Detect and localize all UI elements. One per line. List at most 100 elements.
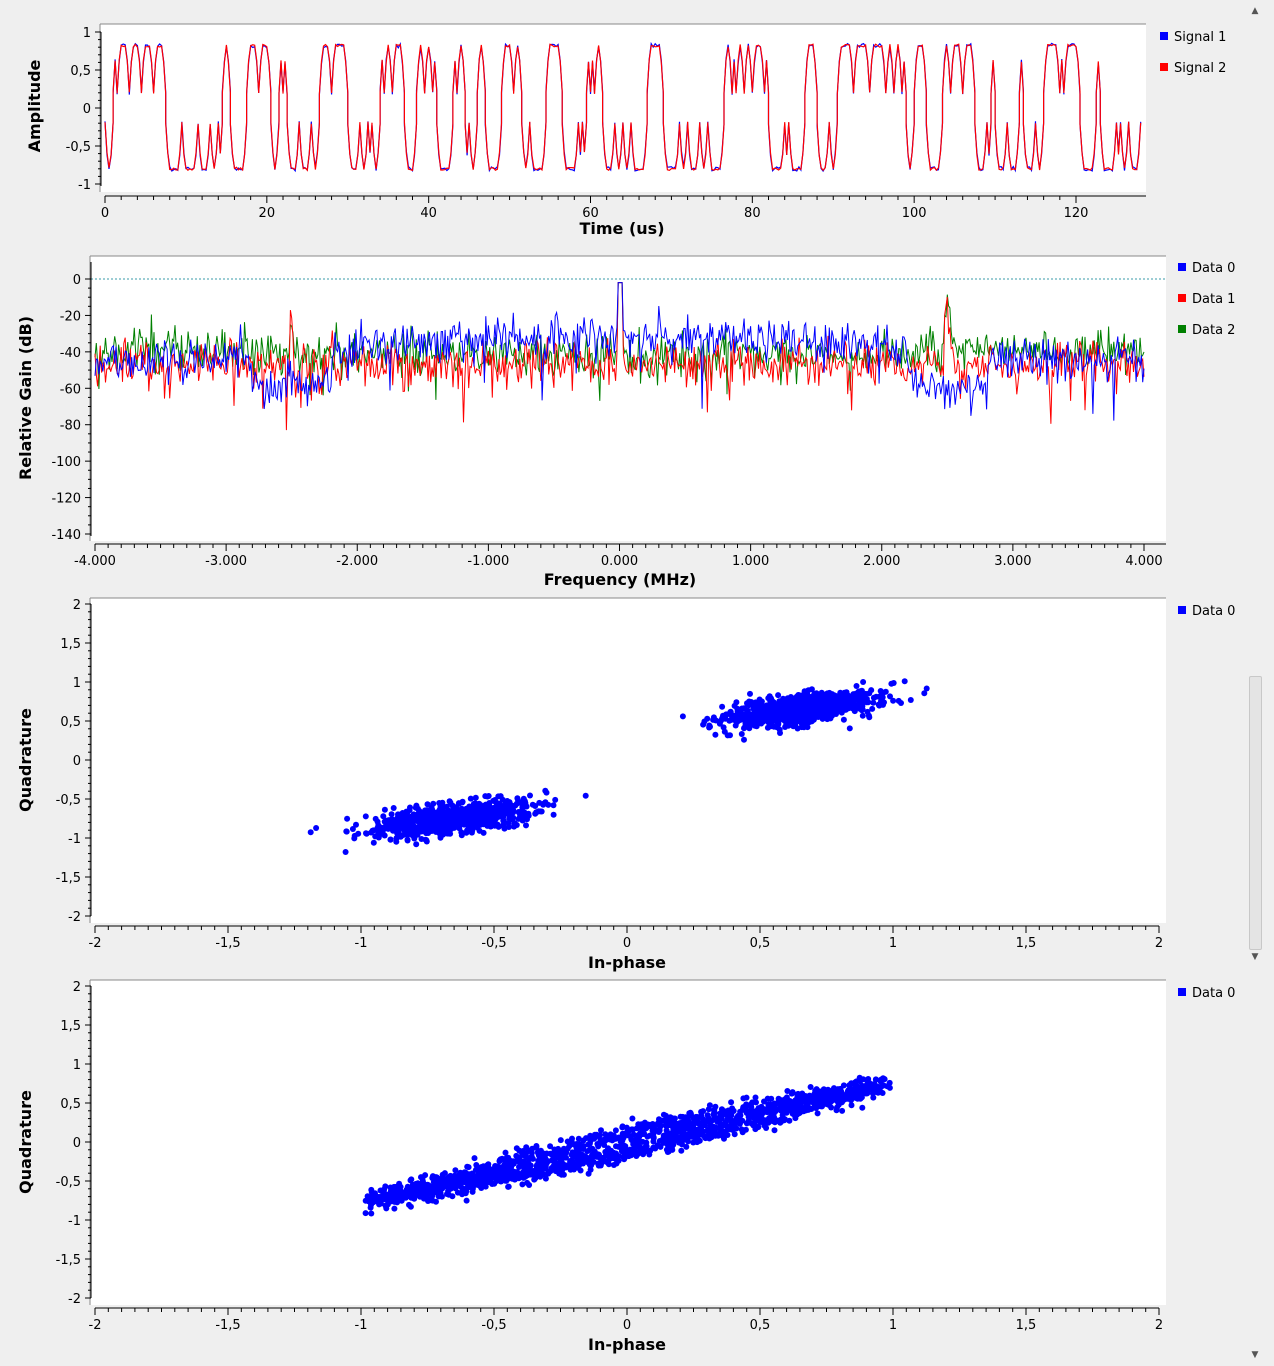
legend[interactable]: Data 0: [1178, 604, 1235, 619]
constellation-point: [473, 1181, 480, 1188]
legend[interactable]: Signal 1 Signal 2: [1160, 30, 1226, 76]
constellation2-svg[interactable]: -2 -1,5 -1 -0,5 0 0,5 1 1,5 2 2 1,5 1 0,5 0 -0,5 -1 -1,5…: [12, 972, 1248, 1366]
legend[interactable]: Data 0: [1178, 986, 1235, 1001]
constellation-point: [859, 1104, 866, 1111]
constellation-point: [463, 1197, 470, 1204]
constellation-point: [370, 839, 377, 846]
constellation-point: [535, 1150, 541, 1156]
constellation-point: [363, 830, 370, 837]
legend-label[interactable]: Data 0: [1192, 261, 1235, 276]
y-tick-label: 0: [73, 273, 81, 288]
time-plot-svg[interactable]: 0 20 40 60 80 100 120 1 0,5 0 -0,5 -1 Time (us) Amp…: [12, 0, 1248, 240]
constellation-plot-1[interactable]: -2 -1,5 -1 -0,5 0 0,5 1 1,5 2 2 1,5 1 0,5 0 -0,5 -1 -1,5…: [12, 590, 1248, 972]
constellation-point: [853, 690, 859, 697]
constellation-point: [837, 1090, 844, 1097]
constellation-point: [810, 700, 817, 707]
constellation-point: [747, 1101, 754, 1108]
constellation-point: [498, 1164, 505, 1171]
constellation-point: [734, 705, 741, 712]
constellation-point: [573, 1141, 580, 1147]
constellation-point: [851, 704, 858, 711]
scroll-thumb[interactable]: [1249, 676, 1262, 950]
x-tick-label: 80: [744, 206, 761, 221]
constellation-point: [853, 1078, 860, 1085]
constellation-point: [615, 1153, 622, 1160]
y-axis-label: Quadrature: [16, 1090, 35, 1194]
constellation-point: [879, 1082, 886, 1089]
y-tick-label: -0,5: [56, 1175, 81, 1190]
constellation-point: [499, 1155, 506, 1162]
constellation-point: [865, 1076, 872, 1082]
constellation-point: [521, 798, 528, 805]
time-domain-plot[interactable]: 0 20 40 60 80 100 120 1 0,5 0 -0,5 -1 Time (us) Amp…: [12, 0, 1248, 240]
constellation-plot-2[interactable]: -2 -1,5 -1 -0,5 0 0,5 1 1,5 2 2 1,5 1 0,5 0 -0,5 -1 -1,5…: [12, 972, 1248, 1366]
constellation-point: [752, 717, 759, 724]
constellation-point: [798, 1099, 804, 1106]
constellation-point: [580, 1137, 587, 1144]
x-tick-label: -1.000: [467, 554, 509, 569]
constellation-point: [630, 1131, 637, 1138]
scroll-down-icon-bottom[interactable]: ▼: [1251, 1350, 1259, 1360]
constellation-point: [369, 827, 376, 834]
constellation-point: [403, 808, 410, 815]
y-tick-label: 1: [73, 676, 81, 691]
constellation-point: [395, 817, 402, 824]
constellation-point: [387, 1184, 394, 1191]
constellation-point: [644, 1121, 650, 1128]
constellation-point: [391, 1198, 398, 1205]
x-tick-label: 1,5: [1016, 1318, 1037, 1333]
constellation-point: [603, 1150, 610, 1157]
constellation-point: [758, 720, 765, 727]
constellation-point: [846, 725, 853, 732]
constellation-point: [362, 813, 369, 820]
constellation-point: [642, 1148, 649, 1155]
legend-label[interactable]: Data 0: [1192, 604, 1235, 619]
y-axis-label: Amplitude: [25, 59, 44, 152]
constellation-point: [440, 817, 446, 824]
constellation1-svg[interactable]: -2 -1,5 -1 -0,5 0 0,5 1 1,5 2 2 1,5 1 0,5 0 -0,5 -1 -1,5…: [12, 590, 1248, 972]
legend-label[interactable]: Signal 1: [1174, 30, 1226, 45]
constellation-point: [362, 1210, 369, 1217]
constellation-point: [890, 680, 897, 686]
constellation-point: [519, 1151, 526, 1157]
constellation-point: [788, 1090, 795, 1097]
constellation-point: [582, 792, 589, 799]
y-tick-label: -1: [68, 1214, 81, 1229]
constellation-point: [813, 1104, 820, 1111]
freq-plot-svg[interactable]: -4.000 -3.000 -2.000 -1.000 0.000 1.000 2.000 3…: [12, 240, 1248, 590]
constellation-point: [694, 1119, 701, 1126]
legend-label[interactable]: Data 0: [1192, 986, 1235, 1001]
constellation-point: [836, 697, 843, 704]
constellation-point: [627, 1146, 634, 1153]
scroll-down-icon[interactable]: ▼: [1251, 952, 1259, 962]
constellation-point: [705, 1128, 712, 1135]
scroll-up-icon[interactable]: ▲: [1251, 6, 1259, 16]
constellation-point: [720, 724, 727, 731]
legend-label[interactable]: Data 1: [1192, 292, 1235, 307]
frequency-domain-plot[interactable]: -4.000 -3.000 -2.000 -1.000 0.000 1.000 2.000 3…: [12, 240, 1248, 590]
constellation-point: [439, 831, 446, 838]
x-tick-label: 40: [420, 206, 437, 221]
vertical-scrollbar[interactable]: ▲ ▼ ▼: [1248, 0, 1262, 1366]
constellation-point: [875, 1089, 882, 1096]
constellation-point: [472, 800, 479, 807]
legend-label[interactable]: Data 2: [1192, 323, 1235, 338]
constellation-point: [432, 1174, 439, 1181]
constellation-point: [438, 1184, 445, 1191]
constellation-point: [394, 830, 401, 837]
constellation-point: [741, 736, 747, 743]
constellation-point: [487, 1174, 494, 1181]
constellation-point: [815, 1098, 822, 1105]
constellation-point: [806, 719, 813, 726]
constellation-point: [391, 1205, 398, 1212]
legend[interactable]: Data 0 Data 1 Data 2: [1178, 261, 1235, 338]
constellation-point: [660, 1132, 667, 1139]
constellation-point: [438, 1193, 445, 1200]
x-tick-label: 2: [1155, 1318, 1163, 1333]
legend-label[interactable]: Signal 2: [1174, 61, 1226, 76]
constellation-point: [792, 699, 799, 706]
constellation-point: [404, 1191, 410, 1198]
constellation-point: [547, 1143, 554, 1150]
constellation-point: [462, 1190, 469, 1197]
constellation-point: [799, 1107, 806, 1114]
